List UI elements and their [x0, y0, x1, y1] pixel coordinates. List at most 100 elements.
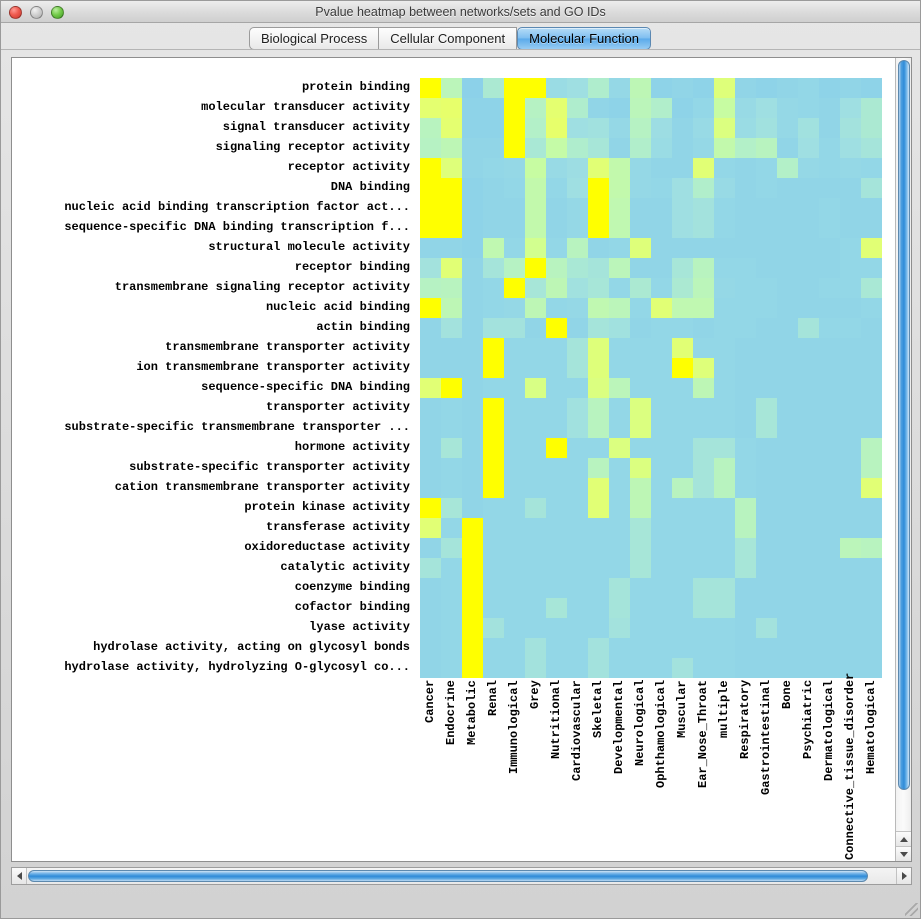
heatmap-cell[interactable] — [714, 458, 735, 478]
heatmap-cell[interactable] — [735, 338, 756, 358]
heatmap-cell[interactable] — [462, 158, 483, 178]
heatmap-cell[interactable] — [819, 278, 840, 298]
heatmap-cell[interactable] — [441, 418, 462, 438]
heatmap-cell[interactable] — [819, 338, 840, 358]
heatmap-cell[interactable] — [861, 558, 882, 578]
heatmap-cell[interactable] — [420, 478, 441, 498]
heatmap-cell[interactable] — [714, 318, 735, 338]
heatmap-cell[interactable] — [651, 538, 672, 558]
heatmap-cell[interactable] — [525, 178, 546, 198]
heatmap-cell[interactable] — [798, 118, 819, 138]
heatmap-cell[interactable] — [630, 358, 651, 378]
heatmap-cell[interactable] — [819, 658, 840, 678]
heatmap-cell[interactable] — [693, 498, 714, 518]
heatmap-cell[interactable] — [798, 78, 819, 98]
heatmap-cell[interactable] — [504, 518, 525, 538]
heatmap-cell[interactable] — [693, 578, 714, 598]
heatmap-cell[interactable] — [504, 478, 525, 498]
heatmap-cell[interactable] — [693, 278, 714, 298]
heatmap-cell[interactable] — [861, 438, 882, 458]
heatmap-cell[interactable] — [588, 478, 609, 498]
heatmap-cell[interactable] — [735, 578, 756, 598]
heatmap-cell[interactable] — [756, 98, 777, 118]
heatmap-cell[interactable] — [630, 498, 651, 518]
heatmap-cell[interactable] — [525, 498, 546, 518]
heatmap-cell[interactable] — [756, 418, 777, 438]
heatmap-cell[interactable] — [840, 498, 861, 518]
heatmap-cell[interactable] — [693, 118, 714, 138]
heatmap-cell[interactable] — [441, 238, 462, 258]
heatmap-cell[interactable] — [714, 138, 735, 158]
heatmap-cell[interactable] — [840, 238, 861, 258]
heatmap-cell[interactable] — [483, 178, 504, 198]
heatmap-cell[interactable] — [609, 558, 630, 578]
heatmap-cell[interactable] — [462, 558, 483, 578]
heatmap-cell[interactable] — [504, 138, 525, 158]
heatmap-cell[interactable] — [798, 658, 819, 678]
heatmap-cell[interactable] — [777, 518, 798, 538]
heatmap-cell[interactable] — [546, 398, 567, 418]
heatmap-cell[interactable] — [567, 398, 588, 418]
heatmap-cell[interactable] — [693, 198, 714, 218]
heatmap-cell[interactable] — [483, 78, 504, 98]
heatmap-cell[interactable] — [798, 358, 819, 378]
heatmap-cell[interactable] — [546, 98, 567, 118]
heatmap-cell[interactable] — [504, 618, 525, 638]
heatmap-cell[interactable] — [756, 118, 777, 138]
heatmap-cell[interactable] — [798, 318, 819, 338]
heatmap-cell[interactable] — [798, 558, 819, 578]
heatmap-cell[interactable] — [609, 178, 630, 198]
heatmap-cell[interactable] — [651, 458, 672, 478]
heatmap-cell[interactable] — [420, 438, 441, 458]
heatmap-cell[interactable] — [672, 138, 693, 158]
heatmap-cell[interactable] — [462, 258, 483, 278]
heatmap-cell[interactable] — [798, 378, 819, 398]
heatmap-cell[interactable] — [777, 478, 798, 498]
heatmap-cell[interactable] — [777, 178, 798, 198]
heatmap-cell[interactable] — [504, 238, 525, 258]
heatmap-cell[interactable] — [609, 618, 630, 638]
heatmap-cell[interactable] — [861, 518, 882, 538]
minimize-window-button[interactable] — [30, 6, 43, 19]
heatmap-cell[interactable] — [420, 658, 441, 678]
heatmap-cell[interactable] — [798, 498, 819, 518]
heatmap-cell[interactable] — [546, 418, 567, 438]
heatmap-cell[interactable] — [651, 378, 672, 398]
heatmap-cell[interactable] — [609, 478, 630, 498]
heatmap-cell[interactable] — [420, 178, 441, 198]
heatmap-cell[interactable] — [567, 198, 588, 218]
scroll-left-button[interactable] — [12, 868, 27, 884]
heatmap-cell[interactable] — [567, 538, 588, 558]
heatmap-cell[interactable] — [651, 318, 672, 338]
heatmap-cell[interactable] — [651, 238, 672, 258]
heatmap-cell[interactable] — [840, 578, 861, 598]
heatmap-cell[interactable] — [441, 118, 462, 138]
tab-biological-process[interactable]: Biological Process — [249, 27, 380, 50]
heatmap-cell[interactable] — [798, 278, 819, 298]
heatmap-cell[interactable] — [798, 178, 819, 198]
heatmap-cell[interactable] — [693, 418, 714, 438]
heatmap-cell[interactable] — [483, 638, 504, 658]
heatmap-cell[interactable] — [609, 238, 630, 258]
heatmap-cell[interactable] — [693, 538, 714, 558]
heatmap-cell[interactable] — [441, 638, 462, 658]
heatmap-cell[interactable] — [756, 518, 777, 538]
vertical-scrollbar-thumb[interactable] — [898, 60, 910, 790]
heatmap-cell[interactable] — [693, 78, 714, 98]
heatmap-cell[interactable] — [546, 478, 567, 498]
heatmap-cell[interactable] — [672, 398, 693, 418]
heatmap-cell[interactable] — [462, 118, 483, 138]
heatmap-cell[interactable] — [735, 238, 756, 258]
heatmap-cell[interactable] — [546, 638, 567, 658]
heatmap-cell[interactable] — [756, 578, 777, 598]
heatmap-cell[interactable] — [567, 558, 588, 578]
heatmap-cell[interactable] — [672, 598, 693, 618]
heatmap-cell[interactable] — [819, 198, 840, 218]
heatmap-cell[interactable] — [672, 458, 693, 478]
heatmap-cell[interactable] — [840, 78, 861, 98]
heatmap-cell[interactable] — [861, 278, 882, 298]
heatmap-cell[interactable] — [861, 498, 882, 518]
heatmap-cell[interactable] — [861, 358, 882, 378]
heatmap-cell[interactable] — [798, 618, 819, 638]
heatmap-cell[interactable] — [609, 638, 630, 658]
